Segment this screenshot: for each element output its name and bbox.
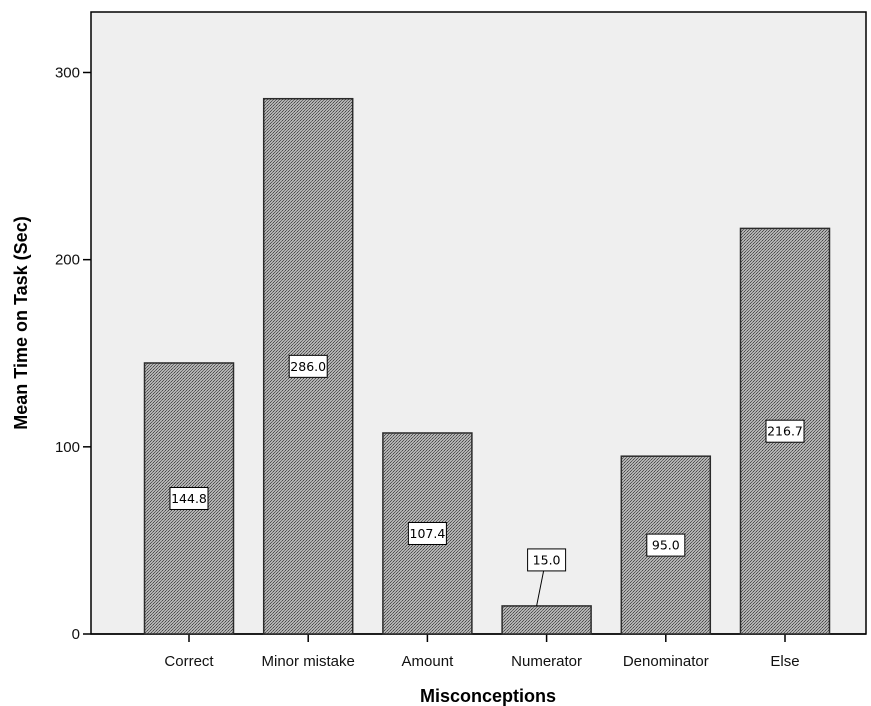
data-label: 15.0 bbox=[533, 552, 561, 567]
x-tick-label: Denominator bbox=[623, 653, 709, 670]
data-label: 216.7 bbox=[767, 424, 803, 439]
y-tick-label: 100 bbox=[55, 439, 80, 456]
data-labels-group: 144.8 286.0 107.4 15.0 95.0 216.7 bbox=[169, 354, 805, 607]
x-tick-label: Amount bbox=[402, 653, 455, 670]
x-axis-title: Misconceptions bbox=[420, 686, 556, 706]
x-tick-label: Else bbox=[770, 653, 799, 670]
data-label: 95.0 bbox=[652, 538, 680, 553]
bar bbox=[620, 455, 712, 635]
data-label-box bbox=[527, 548, 567, 572]
data-label: 107.4 bbox=[410, 526, 446, 541]
data-label-box bbox=[646, 533, 686, 557]
data-label: 286.0 bbox=[290, 359, 326, 374]
data-label-leader bbox=[536, 570, 545, 607]
data-label-box bbox=[288, 354, 328, 378]
bar bbox=[501, 605, 592, 635]
y-tick-label: 0 bbox=[72, 626, 80, 643]
y-tick-label: 200 bbox=[55, 252, 80, 269]
data-label-box bbox=[169, 486, 209, 510]
y-tick-label: 300 bbox=[55, 64, 80, 81]
x-tick-label: Minor mistake bbox=[262, 653, 355, 670]
x-tick-label: Numerator bbox=[511, 653, 582, 670]
data-label: 144.8 bbox=[171, 491, 207, 506]
data-label-box bbox=[765, 419, 805, 443]
y-axis: 0 100 200 300 bbox=[55, 64, 91, 643]
bars-group bbox=[143, 97, 831, 635]
x-tick-label: Correct bbox=[164, 653, 214, 670]
data-label-box bbox=[407, 521, 447, 545]
y-axis-title: Mean Time on Task (Sec) bbox=[11, 216, 31, 429]
x-axis: Correct Minor mistake Amount Numerator Denom… bbox=[91, 633, 866, 670]
